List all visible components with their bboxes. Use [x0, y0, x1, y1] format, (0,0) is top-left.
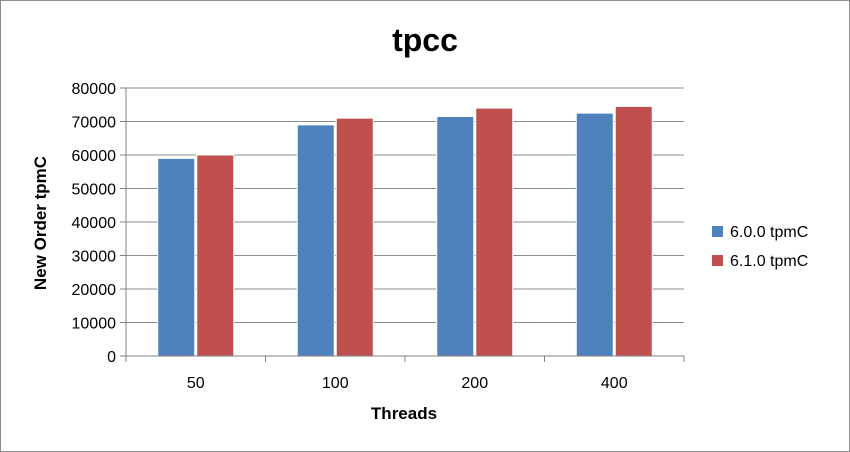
x-tick-label: 100 [322, 375, 349, 392]
bar-series-1-400 [575, 112, 614, 357]
y-tick-label: 60000 [72, 148, 117, 165]
y-tick-label: 10000 [72, 316, 117, 333]
x-axis-title: Threads [371, 404, 437, 423]
x-tick-label: 200 [461, 375, 488, 392]
legend-label: 6.1.0 tpmC [730, 253, 808, 270]
y-axis-title: New Order tpmC [31, 156, 50, 290]
legend-swatch [712, 226, 723, 237]
y-tick-label: 30000 [72, 249, 117, 266]
bar-series-2-200 [475, 107, 514, 357]
bar-series-2-100 [335, 117, 374, 357]
y-axis-ticks: 0 10000 20000 30000 40000 50000 60000 70000 8000… [72, 81, 126, 366]
y-tick-label: 40000 [72, 215, 117, 232]
legend: 6.0.0 tpmC 6.1.0 tpmC [712, 224, 808, 270]
y-tick-label: 70000 [72, 115, 117, 132]
y-tick-label: 50000 [72, 182, 117, 199]
x-tick-label: 50 [187, 375, 205, 392]
x-tick-label: 400 [601, 375, 628, 392]
y-tick-label: 20000 [72, 282, 117, 299]
bar-series-2-400 [614, 105, 653, 357]
bar-series-1-200 [436, 115, 475, 357]
x-axis-ticks: 50 100 200 400 [125, 356, 685, 392]
chart-title: tpcc [392, 22, 458, 58]
legend-swatch [712, 255, 723, 266]
bar-series-1-50 [157, 157, 196, 357]
y-tick-label: 80000 [72, 81, 117, 98]
bar-series-2-50 [196, 154, 235, 357]
legend-label: 6.0.0 tpmC [730, 224, 808, 241]
bars [157, 105, 653, 357]
y-tick-label: 0 [107, 349, 116, 366]
bar-series-1-100 [296, 124, 335, 357]
